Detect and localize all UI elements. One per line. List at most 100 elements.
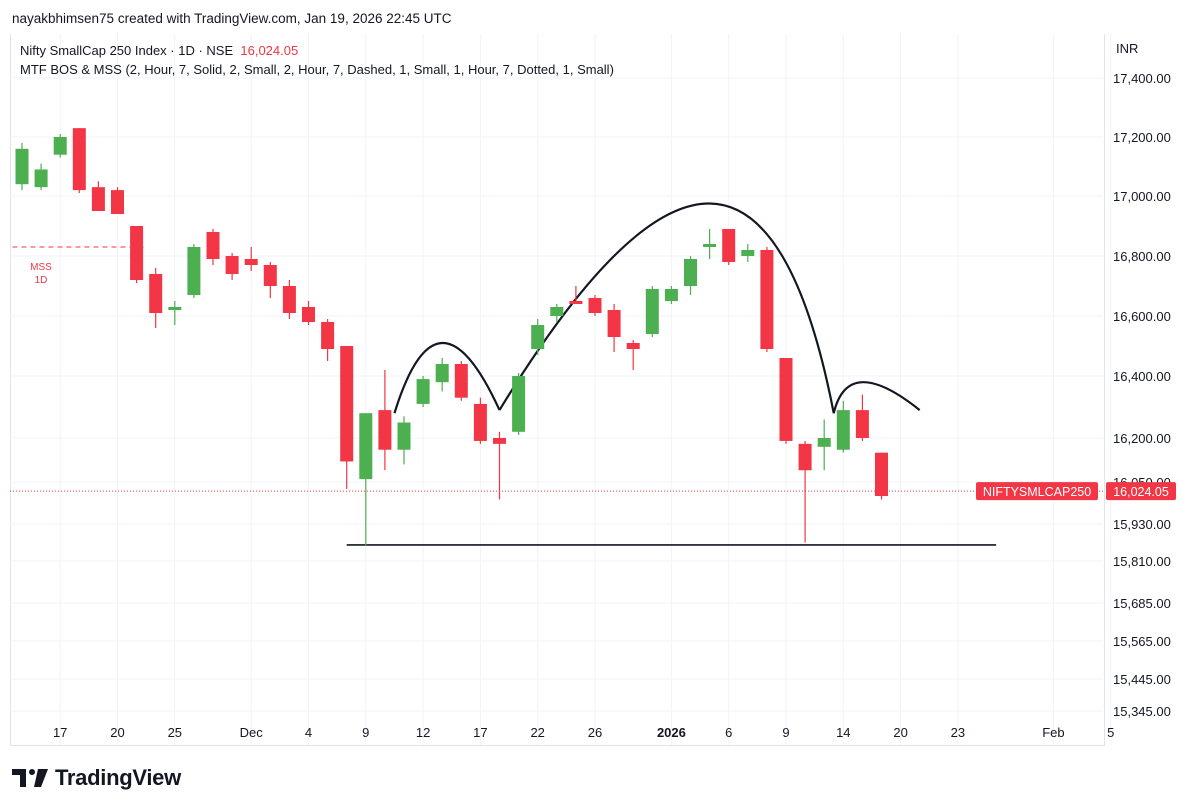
candle (817, 419, 831, 471)
time-tick-label: 20 (893, 725, 907, 740)
time-tick-label: 6 (725, 725, 732, 740)
mss-label: MSS (30, 262, 52, 273)
symbol-line[interactable]: Nifty SmallCap 250 Index · 1D · NSE 16,0… (20, 41, 614, 60)
indicator-line[interactable]: MTF BOS & MSS (2, Hour, 7, Solid, 2, Sma… (20, 62, 614, 77)
time-tick-label: 17 (53, 725, 67, 740)
symbol-tag-box (976, 482, 1098, 501)
time-tick-label: 9 (782, 725, 789, 740)
time-tick-label: 5 (1107, 725, 1114, 740)
price-tick-label: 16,200.00 (1113, 431, 1171, 446)
price-tick-label: 15,445.00 (1113, 672, 1171, 687)
candle-body (645, 289, 659, 334)
candle-body (684, 259, 697, 286)
candle (397, 416, 411, 465)
candle (302, 301, 315, 325)
candle-body (34, 169, 48, 188)
candle (741, 244, 755, 262)
candle-body (130, 226, 144, 280)
candle-body (244, 259, 258, 265)
candle (340, 346, 354, 489)
time-tick-label: 20 (110, 725, 124, 740)
time-tick-label: Feb (1042, 725, 1064, 740)
price-tick-label: 15,565.00 (1113, 634, 1171, 649)
candle (72, 128, 86, 194)
pattern-arc (393, 341, 501, 414)
candle-body (875, 452, 888, 496)
candle-body (817, 438, 831, 447)
candle (359, 413, 373, 546)
time-tick-label: 26 (588, 725, 602, 740)
time-tick-label: 4 (305, 725, 312, 740)
candle (263, 262, 277, 298)
candle (626, 340, 640, 370)
candle (53, 134, 67, 158)
candle (550, 304, 564, 322)
time-tick-label: 9 (362, 725, 369, 740)
time-tick-label: 14 (836, 725, 850, 740)
candle-body (340, 346, 354, 462)
candles (15, 128, 888, 546)
time-tick-label: Dec (240, 725, 264, 740)
candle-body (473, 403, 487, 441)
candle-body (855, 410, 869, 438)
candle (779, 358, 793, 444)
candle (703, 229, 717, 259)
price-tick-label: 15,930.00 (1113, 517, 1171, 532)
candle-body (607, 310, 621, 337)
candle-body (72, 128, 86, 191)
price-tick-label: 17,400.00 (1113, 71, 1171, 86)
legend-last-price: 16,024.05 (240, 43, 299, 58)
last-price-label: 16,024.05 (1113, 485, 1169, 499)
candle (244, 247, 258, 271)
candle (855, 394, 869, 441)
time-tick-label: 17 (473, 725, 487, 740)
candle-body (91, 187, 105, 211)
candle (760, 247, 774, 352)
candle-body (531, 325, 545, 349)
author-line: nayakbhimsen75 created with TradingView.… (12, 11, 452, 26)
candle-body (263, 265, 277, 286)
candle-body (550, 307, 564, 316)
candle (684, 256, 697, 295)
candle-body (416, 379, 430, 404)
candle (435, 358, 449, 392)
candle-body (798, 443, 812, 471)
mss-label: 1D (35, 275, 48, 286)
candle-body (836, 410, 850, 450)
price-tick-label: 17,000.00 (1113, 189, 1171, 204)
price-tick-label: 15,685.00 (1113, 596, 1171, 611)
candle-body (760, 250, 774, 349)
candle-body (779, 358, 793, 441)
pattern-arc (498, 202, 835, 414)
candle-body (282, 286, 296, 313)
time-tick-label: 2026 (657, 725, 686, 740)
time-tick-label: 25 (168, 725, 182, 740)
candle (836, 400, 850, 453)
tradingview-logo-icon (12, 769, 48, 787)
candle-body (302, 307, 315, 322)
candle-body (359, 413, 373, 480)
currency-label[interactable]: INR (1116, 41, 1138, 56)
candle (130, 226, 144, 283)
candle-body (378, 410, 392, 450)
price-overlay: NIFTYSMLCAP250 16,024.05 (10, 482, 1176, 501)
candle (34, 163, 48, 191)
candle-body (397, 422, 411, 450)
candle (416, 376, 430, 407)
candle-body (569, 301, 583, 304)
candle (15, 142, 29, 191)
brand-footer: TradingView (12, 765, 181, 791)
last-price-box (1106, 482, 1176, 501)
candle-body (111, 190, 124, 214)
candle-body (741, 250, 755, 256)
chart-legend: Nifty SmallCap 250 Index · 1D · NSE 16,0… (20, 41, 614, 79)
candle (454, 361, 468, 401)
time-axis: 17 20 25 Dec 4 9 12 17 22 26 2026 6 9 14 20 23 Feb 5 (53, 725, 1114, 740)
brand-name: TradingView (55, 765, 181, 790)
candle (111, 187, 124, 214)
candle-body (493, 438, 506, 444)
price-tick-label: 15,810.00 (1113, 554, 1171, 569)
candle (512, 373, 526, 435)
time-tick-label: 22 (530, 725, 544, 740)
